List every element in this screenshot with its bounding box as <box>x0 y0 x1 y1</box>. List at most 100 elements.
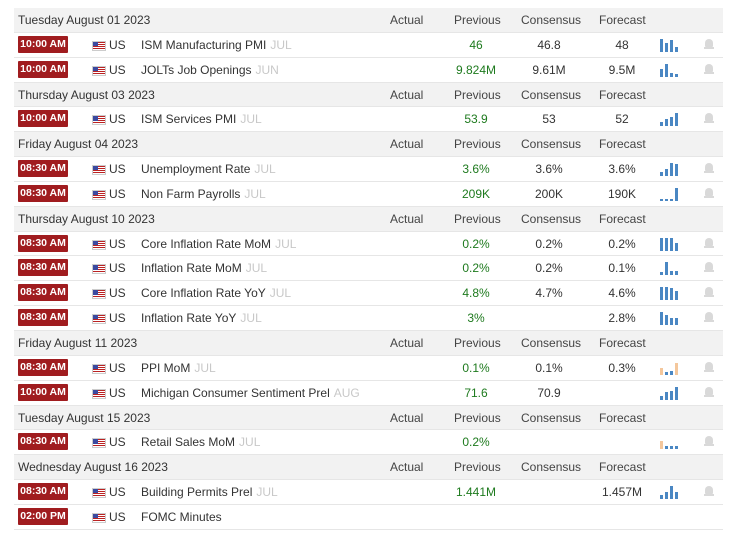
event-row[interactable]: 08:30 AM US Core Inflation Rate MoM JUL 0.2%… <box>14 232 723 257</box>
history-sparkline[interactable] <box>660 236 684 251</box>
history-sparkline[interactable] <box>660 310 684 326</box>
sparkline-bar <box>665 287 668 301</box>
event-name-link[interactable]: Inflation Rate YoY JUL <box>141 311 262 325</box>
history-sparkline[interactable] <box>660 434 684 450</box>
previous-value: 0.2% <box>462 261 490 276</box>
event-name[interactable]: ISM Services PMI <box>141 112 237 127</box>
event-name[interactable]: Inflation Rate MoM <box>141 261 242 276</box>
history-sparkline[interactable] <box>660 186 684 201</box>
us-flag-icon <box>92 264 106 275</box>
event-name[interactable]: Non Farm Payrolls <box>141 186 241 201</box>
event-row[interactable]: 08:30 AM US Inflation Rate MoM JUL 0.2% 0.2% 0… <box>14 256 723 282</box>
event-name-link[interactable]: JOLTs Job Openings JUN <box>141 63 279 77</box>
previous-value: 71.6 <box>464 385 488 400</box>
consensus-value: 70.9 <box>537 385 561 400</box>
alert-bell-icon[interactable] <box>704 361 714 373</box>
forecast-value: 0.3% <box>608 360 636 375</box>
previous-value: 9.824M <box>455 62 497 77</box>
column-header-forecast: Forecast <box>599 460 646 475</box>
history-sparkline[interactable] <box>660 285 684 301</box>
event-name-link[interactable]: Michigan Consumer Sentiment Prel AUG <box>141 386 360 400</box>
event-name[interactable]: ISM Manufacturing PMI <box>141 37 267 52</box>
event-row[interactable]: 10:00 AM US ISM Manufacturing PMI JUL 46 46.8… <box>14 33 723 58</box>
column-header-actual: Actual <box>390 410 424 425</box>
event-time-badge: 10:00 AM <box>18 60 68 78</box>
event-row[interactable]: 02:00 PM US FOMC Minutes <box>14 505 723 530</box>
event-name[interactable]: Core Inflation Rate YoY <box>141 286 266 301</box>
consensus-value: 9.61M <box>532 62 566 77</box>
event-name[interactable]: Inflation Rate YoY <box>141 311 237 326</box>
event-row[interactable]: 08:30 AM US Building Permits Prel JUL 1.441M… <box>14 480 723 505</box>
event-name[interactable]: Michigan Consumer Sentiment Prel <box>141 385 330 400</box>
forecast-value: 2.8% <box>608 311 636 326</box>
event-row[interactable]: 08:30 AM US Retail Sales MoM JUL 0.2% <box>14 430 723 456</box>
event-row[interactable]: 08:30 AM US Core Inflation Rate YoY JUL 4.8%… <box>14 281 723 307</box>
us-flag-icon <box>92 363 106 374</box>
event-name[interactable]: Building Permits Prel <box>141 485 253 500</box>
event-name-link[interactable]: ISM Manufacturing PMI JUL <box>141 38 292 52</box>
column-header-actual: Actual <box>390 87 424 102</box>
event-row[interactable]: 08:30 AM US Inflation Rate YoY JUL 3% 2.8% <box>14 306 723 331</box>
history-sparkline[interactable] <box>660 37 684 52</box>
date-header-row: Wednesday August 16 2023 Actual Previous Co… <box>14 455 723 481</box>
event-row[interactable]: 08:30 AM US Non Farm Payrolls JUL 209K 200K 19… <box>14 182 723 207</box>
alert-bell-icon[interactable] <box>704 262 714 273</box>
us-flag-icon <box>92 438 106 449</box>
sparkline-bar <box>665 492 668 500</box>
event-time-badge: 10:00 AM <box>18 383 68 401</box>
event-row[interactable]: 10:00 AM US JOLTs Job Openings JUN 9.824M 9.6… <box>14 58 723 83</box>
event-name[interactable]: Retail Sales MoM <box>141 435 236 450</box>
history-sparkline[interactable] <box>660 111 684 127</box>
event-row[interactable]: 08:30 AM US Unemployment Rate JUL 3.6% 3.6% 3.… <box>14 157 723 182</box>
event-name[interactable]: PPI MoM <box>141 360 191 375</box>
reference-period: JUL <box>194 360 216 375</box>
sparkline-bar <box>665 262 668 276</box>
event-name[interactable]: FOMC Minutes <box>141 509 222 524</box>
sparkline-bar <box>660 287 663 301</box>
date-header-row: Tuesday August 15 2023 Actual Previous Cons… <box>14 405 723 431</box>
history-sparkline[interactable] <box>660 260 684 276</box>
alert-bell-icon[interactable] <box>704 163 714 174</box>
event-name-link[interactable]: Core Inflation Rate MoM JUL <box>141 237 296 251</box>
event-row[interactable]: 08:30 AM US PPI MoM JUL 0.1% 0.1% 0.3% <box>14 356 723 381</box>
event-name[interactable]: JOLTs Job Openings <box>141 62 252 77</box>
event-time-badge: 08:30 AM <box>18 184 68 202</box>
event-name[interactable]: Core Inflation Rate MoM <box>141 236 272 251</box>
history-sparkline[interactable] <box>660 62 684 77</box>
sparkline-bar <box>665 119 668 127</box>
sparkline-bar <box>675 46 678 52</box>
event-name-link[interactable]: ISM Services PMI JUL <box>141 112 262 126</box>
history-sparkline[interactable] <box>660 360 684 375</box>
history-sparkline[interactable] <box>660 161 684 177</box>
alert-bell-icon[interactable] <box>704 113 714 124</box>
alert-bell-icon[interactable] <box>704 287 714 298</box>
consensus-value: 53 <box>542 112 556 127</box>
event-name-link[interactable]: Building Permits Prel JUL <box>141 485 278 499</box>
event-name-link[interactable]: FOMC Minutes <box>141 510 226 524</box>
alert-bell-icon[interactable] <box>704 312 714 323</box>
sparkline-bar <box>660 38 663 52</box>
event-row[interactable]: 10:00 AM US ISM Services PMI JUL 53.9 53 52 <box>14 107 723 133</box>
event-time-badge: 08:30 AM <box>18 284 68 302</box>
event-name-link[interactable]: Retail Sales MoM JUL <box>141 435 260 449</box>
event-name-link[interactable]: Core Inflation Rate YoY JUL <box>141 286 291 300</box>
alert-bell-icon[interactable] <box>704 63 714 75</box>
alert-bell-icon[interactable] <box>704 187 714 199</box>
alert-bell-icon[interactable] <box>704 436 714 447</box>
alert-bell-icon[interactable] <box>704 237 714 249</box>
event-name-link[interactable]: Inflation Rate MoM JUL <box>141 261 267 275</box>
alert-bell-icon[interactable] <box>704 386 714 398</box>
event-name[interactable]: Unemployment Rate <box>141 162 251 177</box>
alert-bell-icon[interactable] <box>704 38 714 50</box>
history-sparkline[interactable] <box>660 484 684 500</box>
column-header-previous: Previous <box>454 137 501 152</box>
event-name-link[interactable]: Unemployment Rate JUL <box>141 162 276 176</box>
history-sparkline[interactable] <box>660 385 684 400</box>
alert-bell-icon[interactable] <box>704 486 714 497</box>
event-time-badge: 02:00 PM <box>18 507 68 525</box>
event-name-link[interactable]: PPI MoM JUL <box>141 361 216 375</box>
event-row[interactable]: 10:00 AM US Michigan Consumer Sentiment Pr… <box>14 381 723 406</box>
event-name-link[interactable]: Non Farm Payrolls JUL <box>141 187 266 201</box>
sparkline-bar <box>670 163 673 177</box>
sparkline-bar <box>660 198 663 201</box>
